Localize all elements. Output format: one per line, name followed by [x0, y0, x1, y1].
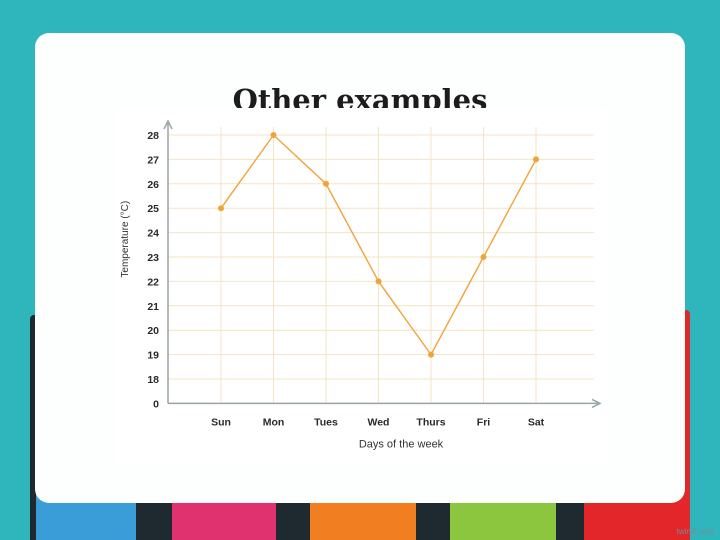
y-tick-label: 24: [147, 228, 159, 240]
data-point: [480, 254, 487, 260]
data-point: [533, 156, 539, 163]
y-tick-label: 25: [147, 203, 159, 215]
y-tick-label: 21: [147, 301, 159, 313]
x-tick-label: Fri: [477, 416, 491, 428]
data-point: [270, 132, 277, 138]
data-point: [323, 180, 329, 187]
y-tick-label: 23: [147, 252, 159, 264]
chart-panel: 28 27 26 25 24 23 22 21 20 19 18 0 Sun Mon Tues Wed Thu…: [114, 108, 607, 466]
y-tick-label: 0: [153, 398, 159, 410]
x-tick-label: Sat: [528, 416, 545, 428]
y-tick-label: 28: [147, 130, 159, 142]
watermark: twinkl.com: [676, 527, 714, 536]
x-axis-label: Days of the week: [359, 438, 444, 450]
x-tick-label: Thurs: [416, 416, 445, 428]
y-axis-arrow: [163, 119, 173, 130]
y-tick-label: 19: [147, 350, 159, 362]
x-tick-label: Sun: [211, 416, 231, 428]
data-point: [428, 351, 434, 358]
data-point: [375, 278, 382, 285]
x-tick-label: Tues: [314, 416, 338, 428]
x-axis-arrow: [591, 398, 602, 409]
line-chart: 28 27 26 25 24 23 22 21 20 19 18 0 Sun Mon Tues Wed Thu…: [120, 119, 602, 450]
y-tick-label: 26: [147, 179, 159, 191]
y-tick-label: 20: [147, 325, 159, 337]
data-point: [218, 205, 224, 212]
y-tick-label: 18: [147, 374, 159, 386]
y-tick-label: 27: [147, 154, 159, 166]
y-tick-label: 22: [147, 276, 159, 288]
x-tick-label: Mon: [263, 416, 285, 428]
y-axis-label: Temperature (°C): [120, 201, 131, 278]
x-tick-label: Wed: [368, 416, 390, 428]
